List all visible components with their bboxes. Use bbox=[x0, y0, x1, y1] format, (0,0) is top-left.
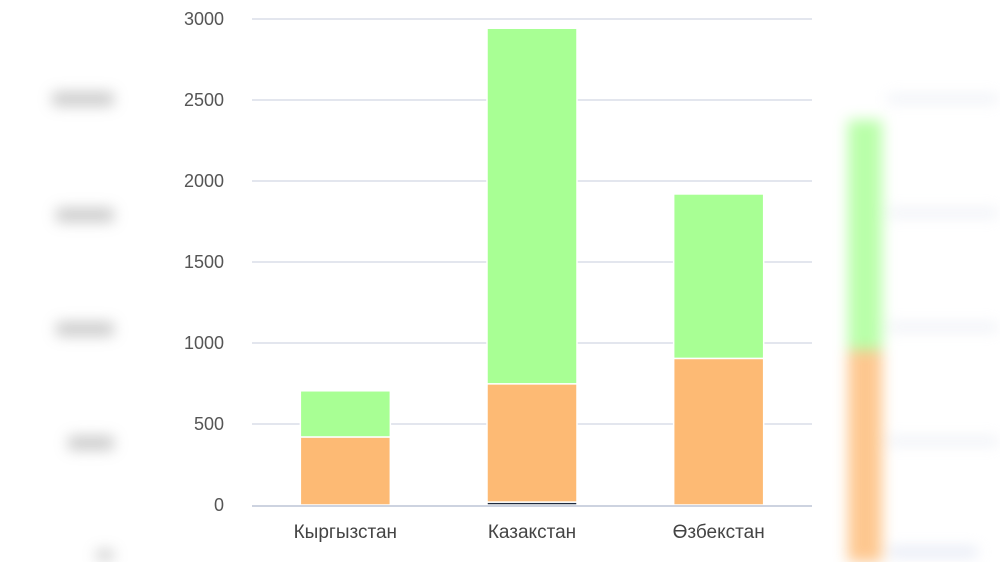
y-tick-label: 2500 bbox=[184, 90, 224, 110]
bar-segment bbox=[672, 193, 765, 360]
y-tick-label: 1500 bbox=[184, 252, 224, 272]
blurred-left-panel bbox=[0, 0, 160, 562]
y-tick-label: 500 bbox=[194, 414, 224, 434]
x-category-label: Өзбекстан bbox=[673, 522, 765, 543]
x-category-label: Кыргызстан bbox=[294, 522, 397, 543]
x-axis-categories: Кыргызстан Казакстан Өзбекстан bbox=[294, 522, 765, 543]
bar-segment bbox=[299, 390, 392, 438]
y-tick-label: 1000 bbox=[184, 333, 224, 353]
bar-segment bbox=[672, 357, 765, 506]
bars bbox=[299, 27, 765, 506]
x-category-label: Казакстан bbox=[488, 522, 576, 543]
bar-segment bbox=[299, 436, 392, 506]
blurred-right-panel bbox=[848, 0, 1000, 562]
bar-segment bbox=[486, 27, 578, 385]
bar-segment bbox=[486, 383, 578, 503]
y-axis-ticks: 0 500 1000 1500 2000 2500 3000 bbox=[184, 9, 224, 515]
y-tick-label: 3000 bbox=[184, 9, 224, 29]
y-tick-label: 0 bbox=[214, 495, 224, 515]
y-tick-label: 2000 bbox=[184, 171, 224, 191]
